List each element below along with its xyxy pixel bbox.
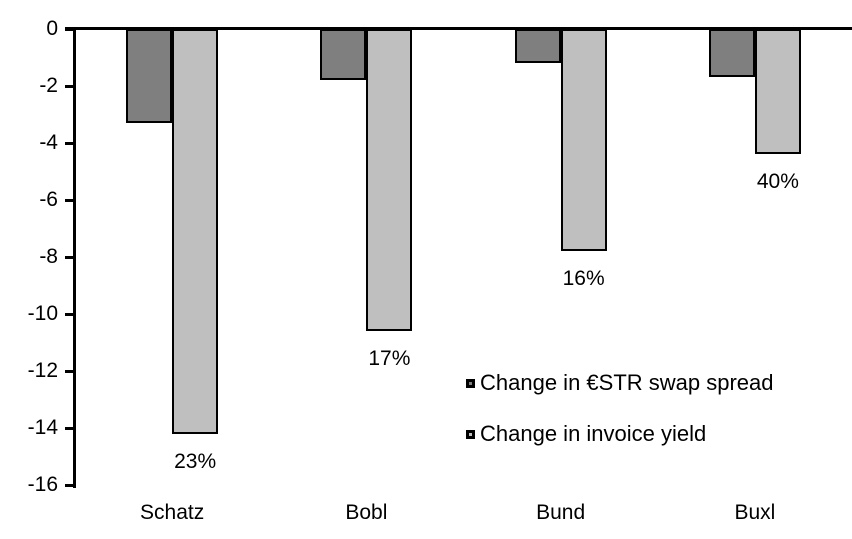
bar-buxl-swap-spread	[708, 29, 755, 78]
swap-spread-swatch-icon	[466, 378, 475, 388]
y-axis-tick	[65, 198, 74, 202]
legend-label-invoice-yield: Change in invoice yield	[480, 421, 707, 446]
bar-bund-swap-spread	[514, 29, 561, 64]
x-axis-label-bund: Bund	[536, 501, 586, 524]
y-axis-tick-label: -16	[27, 473, 58, 496]
y-axis-tick-label: -4	[39, 131, 58, 154]
y-axis-tick	[65, 483, 74, 487]
y-axis-tick-label: -12	[27, 359, 58, 382]
bar-value-label-bobl: 17%	[368, 347, 411, 371]
y-axis-tick	[65, 312, 74, 316]
y-axis-tick-label: 0	[46, 17, 58, 40]
bar-value-label-bund: 16%	[562, 267, 605, 291]
bar-schatz-swap-spread	[126, 29, 173, 124]
y-axis-tick-label: -14	[27, 416, 58, 439]
y-axis-tick-label: -6	[39, 188, 58, 211]
y-axis-tick-label: -2	[39, 74, 58, 97]
y-axis-tick	[65, 255, 74, 259]
legend-item-invoice-yield: Change in invoice yield	[466, 423, 774, 445]
bar-value-label-schatz: 23%	[174, 449, 217, 473]
legend-label-swap-spread: Change in €STR swap spread	[480, 370, 774, 395]
legend: Change in €STR swap spread Change in inv…	[466, 372, 774, 445]
x-axis-label-schatz: Schatz	[140, 501, 205, 524]
invoice-yield-swatch-icon	[466, 429, 475, 439]
bar-buxl-invoice-yield	[754, 29, 801, 155]
legend-item-swap-spread: Change in €STR swap spread	[466, 372, 774, 394]
y-axis-tick	[65, 426, 74, 430]
y-axis-line	[73, 27, 76, 488]
bar-schatz-invoice-yield	[172, 29, 219, 434]
bar-bobl-swap-spread	[320, 29, 367, 81]
zero-baseline	[65, 27, 852, 30]
bar-bund-invoice-yield	[560, 29, 607, 252]
y-axis-tick	[65, 141, 74, 145]
y-axis-tick	[65, 369, 74, 373]
bar-value-label-buxl: 40%	[756, 170, 799, 194]
x-axis-label-buxl: Buxl	[734, 501, 776, 524]
y-axis-tick	[65, 84, 74, 88]
x-axis-label-bobl: Bobl	[345, 501, 388, 524]
y-axis-tick-label: -8	[39, 245, 58, 268]
y-axis-tick-label: -10	[27, 302, 58, 325]
bar-bobl-invoice-yield	[366, 29, 413, 332]
